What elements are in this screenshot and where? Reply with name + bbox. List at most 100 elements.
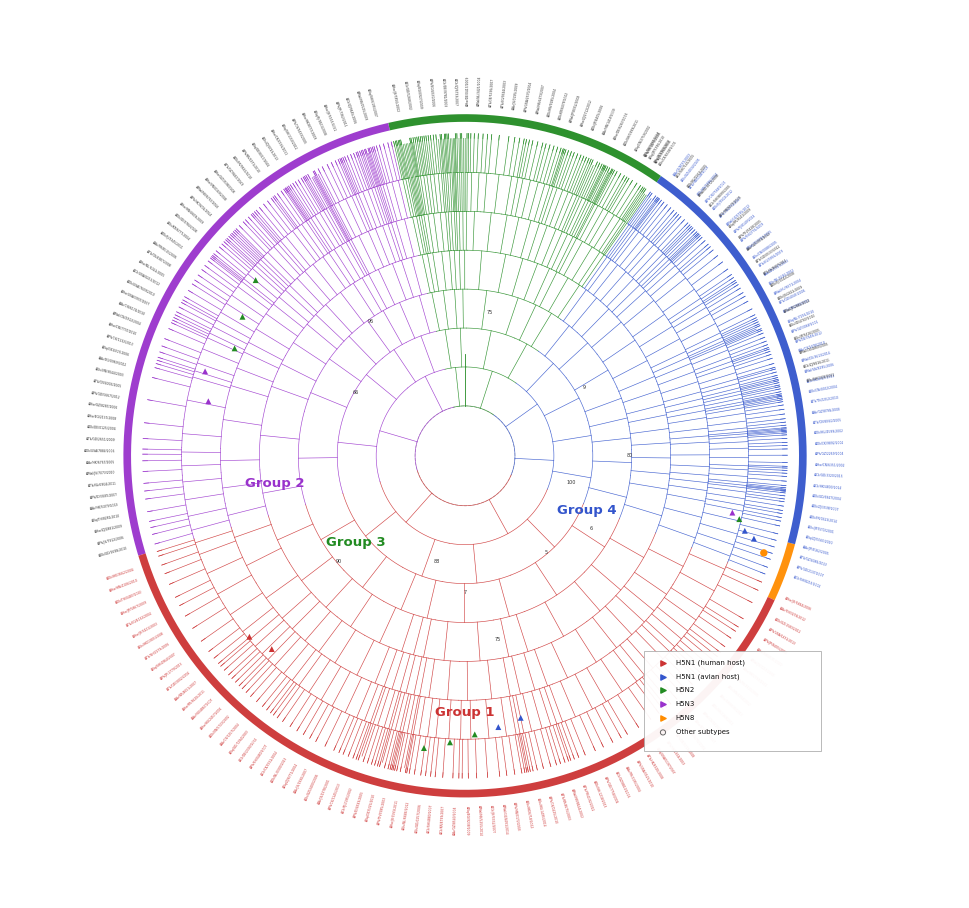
Text: A/Hw/JS/1933/2011: A/Hw/JS/1933/2011 bbox=[390, 798, 398, 827]
Text: A/Ck/ZJ/6733/2007: A/Ck/ZJ/6733/2007 bbox=[453, 78, 457, 106]
Text: A/Ph/JP/7362/2011: A/Ph/JP/7362/2011 bbox=[333, 101, 346, 128]
Text: A/Gs/HN/6204/2012: A/Gs/HN/6204/2012 bbox=[726, 686, 751, 708]
Text: A/Av/KR/5547/2003: A/Av/KR/5547/2003 bbox=[763, 259, 790, 277]
Text: A/Mal/CN/2912/2004: A/Mal/CN/2912/2004 bbox=[111, 311, 141, 327]
Text: Group 3: Group 3 bbox=[326, 537, 386, 549]
Text: A/Dk/FR/0323/2014: A/Dk/FR/0323/2014 bbox=[808, 515, 837, 524]
Text: A/Mal/JS/3215/2003: A/Mal/JS/3215/2003 bbox=[748, 657, 774, 677]
Text: A/Mal/ID/1072/2008: A/Mal/ID/1072/2008 bbox=[698, 173, 720, 198]
Text: A/Ph/JS/7912/2006: A/Ph/JS/7912/2006 bbox=[97, 535, 125, 546]
Text: A/Mal/NL/3421/2004: A/Mal/NL/3421/2004 bbox=[477, 76, 483, 106]
Text: A/Gs/GZ/2400/2006: A/Gs/GZ/2400/2006 bbox=[304, 773, 321, 802]
Text: A/Ck/DE/2390/2002: A/Ck/DE/2390/2002 bbox=[238, 736, 260, 763]
Text: A/Ph/TH/3428/2005: A/Ph/TH/3428/2005 bbox=[737, 219, 763, 240]
Text: A/Dk/VN/5723/2002: A/Dk/VN/5723/2002 bbox=[209, 714, 232, 738]
Text: A/Ck/ZJ/9445/2006: A/Ck/ZJ/9445/2006 bbox=[344, 96, 357, 124]
Text: A/Tk/HN/5148/2003: A/Tk/HN/5148/2003 bbox=[688, 164, 710, 190]
Text: A/Ck/DE/9781/2003: A/Ck/DE/9781/2003 bbox=[440, 77, 446, 107]
Text: A/Mal/JS/7073/2010: A/Mal/JS/7073/2010 bbox=[86, 471, 115, 477]
Text: A/Tk/FR/4192/2012: A/Tk/FR/4192/2012 bbox=[580, 785, 594, 813]
Text: A/Mal/JP/2845/2012: A/Mal/JP/2845/2012 bbox=[782, 299, 810, 314]
Point bbox=[654, 711, 670, 725]
Text: A/Hw/VN/0169/2008: A/Hw/VN/0169/2008 bbox=[203, 177, 227, 202]
Text: A/Tk/GD/3002/2002: A/Tk/GD/3002/2002 bbox=[166, 671, 192, 692]
Text: A/Gs/ZJ/0743/2013: A/Gs/ZJ/0743/2013 bbox=[260, 136, 278, 162]
Text: A/Gs/JP/3372/2001: A/Gs/JP/3372/2001 bbox=[806, 525, 834, 535]
Text: A/Mal/GZ/4491/2014: A/Mal/GZ/4491/2014 bbox=[500, 804, 508, 834]
Text: A/Ck/HK/6925/2011: A/Ck/HK/6925/2011 bbox=[805, 373, 835, 384]
Text: A/Ph/ID/3687/2007: A/Ph/ID/3687/2007 bbox=[89, 492, 117, 499]
Text: A/Ck/SH/7143/2005: A/Ck/SH/7143/2005 bbox=[675, 153, 696, 179]
Point bbox=[264, 642, 279, 656]
Text: A/Sq/CK/5325/2010: A/Sq/CK/5325/2010 bbox=[364, 793, 376, 823]
Text: Group 1: Group 1 bbox=[435, 706, 494, 719]
Text: A/Sq/SH/4964/2007: A/Sq/SH/4964/2007 bbox=[150, 652, 177, 672]
Point bbox=[416, 741, 431, 755]
Text: A/Ph/JP/1779/2013: A/Ph/JP/1779/2013 bbox=[160, 661, 184, 681]
Text: A/Ph/FR/9910/2005: A/Ph/FR/9910/2005 bbox=[734, 676, 759, 697]
Text: A/Tk/EG/9344/2003: A/Tk/EG/9344/2003 bbox=[500, 79, 508, 108]
Text: A/Ph/HK/9201/2004: A/Ph/HK/9201/2004 bbox=[188, 194, 211, 217]
Text: A/Mal/HK/5255/2014: A/Mal/HK/5255/2014 bbox=[477, 805, 482, 836]
Text: A/Ph/FR/1470/2006: A/Ph/FR/1470/2006 bbox=[643, 131, 662, 158]
Text: A/Dk/FJ/1042/2008: A/Dk/FJ/1042/2008 bbox=[769, 271, 796, 289]
Text: A/Dk/TH/0483/2010: A/Dk/TH/0483/2010 bbox=[114, 589, 143, 605]
Text: A/Ck/SH/4880/2007: A/Ck/SH/4880/2007 bbox=[427, 804, 434, 834]
Text: A/Mal/HU/8571/2004: A/Mal/HU/8571/2004 bbox=[773, 278, 802, 295]
Text: H5N2: H5N2 bbox=[675, 687, 694, 694]
Text: 80: 80 bbox=[626, 453, 632, 459]
Text: 75: 75 bbox=[486, 311, 493, 315]
Point bbox=[248, 273, 264, 288]
Text: A/Ph/HN/0172/2003: A/Ph/HN/0172/2003 bbox=[512, 802, 520, 832]
Text: A/Hw/HU/2457/2001: A/Hw/HU/2457/2001 bbox=[199, 706, 223, 731]
Text: A/Dk/NL/0300/2013: A/Dk/NL/0300/2013 bbox=[270, 756, 289, 784]
Text: A/Ph/KR/6971/2010: A/Ph/KR/6971/2010 bbox=[240, 148, 261, 174]
Text: A/Dk/SH/1218/2013: A/Dk/SH/1218/2013 bbox=[591, 780, 606, 809]
Text: A/Dk/JS/2412/2009: A/Dk/JS/2412/2009 bbox=[776, 285, 803, 301]
Text: A/Av/EG/0969/2012: A/Av/EG/0969/2012 bbox=[98, 356, 128, 368]
Text: A/Mal/DE/3613/2014: A/Mal/DE/3613/2014 bbox=[800, 351, 831, 363]
Text: A/Dk/GD/1698/2010: A/Dk/GD/1698/2010 bbox=[98, 546, 128, 558]
Text: A/Dk/USA/7884/2006: A/Dk/USA/7884/2006 bbox=[83, 449, 115, 453]
Text: A/Ph/GD/5667/2012: A/Ph/GD/5667/2012 bbox=[90, 390, 120, 400]
Text: A/Dk/FR/9663/2010: A/Dk/FR/9663/2010 bbox=[231, 155, 252, 181]
Text: A/Hw/DE/0417/2009: A/Hw/DE/0417/2009 bbox=[465, 75, 469, 106]
Text: A/Tk/NL/6904/2011: A/Tk/NL/6904/2011 bbox=[87, 482, 116, 489]
Text: A/Mal/GD/9743/2005: A/Mal/GD/9743/2005 bbox=[745, 230, 773, 251]
Text: A/Mal/CN/3815/2005: A/Mal/CN/3815/2005 bbox=[701, 711, 725, 736]
Text: A/Dk/HN/9185/2004: A/Dk/HN/9185/2004 bbox=[547, 86, 557, 117]
Text: A/Tk/GD/4045/2006: A/Tk/GD/4045/2006 bbox=[778, 288, 806, 305]
Text: A/Hw/NL/6022/2005: A/Hw/NL/6022/2005 bbox=[138, 259, 166, 278]
Text: A/Sq/JP/2768/2010: A/Sq/JP/2768/2010 bbox=[653, 138, 672, 163]
Text: A/Ck/FJ/2195/2002: A/Ck/FJ/2195/2002 bbox=[340, 786, 353, 814]
Text: A/Tk/JS/9352/2011: A/Tk/JS/9352/2011 bbox=[653, 138, 672, 163]
Text: A/Sq/EG/0927/2009: A/Sq/EG/0927/2009 bbox=[415, 79, 422, 109]
Text: A/Gs/ID/4740/2010: A/Gs/ID/4740/2010 bbox=[788, 313, 816, 328]
Text: A/Ph/DE/7449/2012: A/Ph/DE/7449/2012 bbox=[795, 331, 823, 343]
Text: H5N1 (avian host): H5N1 (avian host) bbox=[675, 673, 738, 680]
Text: A/Dk/USA/7609/2010: A/Dk/USA/7609/2010 bbox=[125, 279, 155, 297]
Point bbox=[654, 683, 670, 697]
Text: A/Ph/ID/4543/2005: A/Ph/ID/4543/2005 bbox=[353, 790, 364, 818]
Text: A/Av/GZ/3974/2012: A/Av/GZ/3974/2012 bbox=[746, 232, 771, 252]
Text: A/Ph/FJ/8149/2014: A/Ph/FJ/8149/2014 bbox=[733, 214, 756, 234]
Text: A/Sq/NL/7296/2010: A/Sq/NL/7296/2010 bbox=[787, 309, 815, 324]
Text: A/Tk/EG/0916/2009: A/Tk/EG/0916/2009 bbox=[758, 249, 784, 268]
Point bbox=[234, 310, 250, 324]
Text: A/Mal/VN/8295/2006: A/Mal/VN/8295/2006 bbox=[803, 362, 834, 373]
Text: A/Tk/GD/2651/2009: A/Tk/GD/2651/2009 bbox=[86, 438, 115, 442]
Text: A/Gs/GD/0257/2006: A/Gs/GD/0257/2006 bbox=[414, 803, 422, 833]
Text: A/Hw/JP/5867/2009: A/Hw/JP/5867/2009 bbox=[120, 600, 148, 616]
Text: A/Ck/GZ/8810/2006: A/Ck/GZ/8810/2006 bbox=[613, 771, 630, 799]
Text: A/Ph/USA/1431/2013: A/Ph/USA/1431/2013 bbox=[766, 627, 796, 646]
Text: Group 4: Group 4 bbox=[556, 504, 616, 517]
Text: A/Ph/HK/1634/2003: A/Ph/HK/1634/2003 bbox=[664, 741, 684, 766]
Text: 90: 90 bbox=[335, 559, 342, 564]
Text: A/Gs/HU/1495/2014: A/Gs/HU/1495/2014 bbox=[535, 797, 546, 827]
Text: A/Ph/CK/1145/2013: A/Ph/CK/1145/2013 bbox=[328, 782, 342, 810]
Text: A/Sq/ZJ/6771/2004: A/Sq/ZJ/6771/2004 bbox=[282, 762, 299, 789]
Text: A/Mal/GZ/6795/2012: A/Mal/GZ/6795/2012 bbox=[726, 203, 752, 226]
Point bbox=[466, 727, 482, 742]
Text: A/Gs/HK/6718/2012: A/Gs/HK/6718/2012 bbox=[523, 800, 533, 829]
Text: A/Ck/CN/2992/2013: A/Ck/CN/2992/2013 bbox=[782, 299, 811, 314]
